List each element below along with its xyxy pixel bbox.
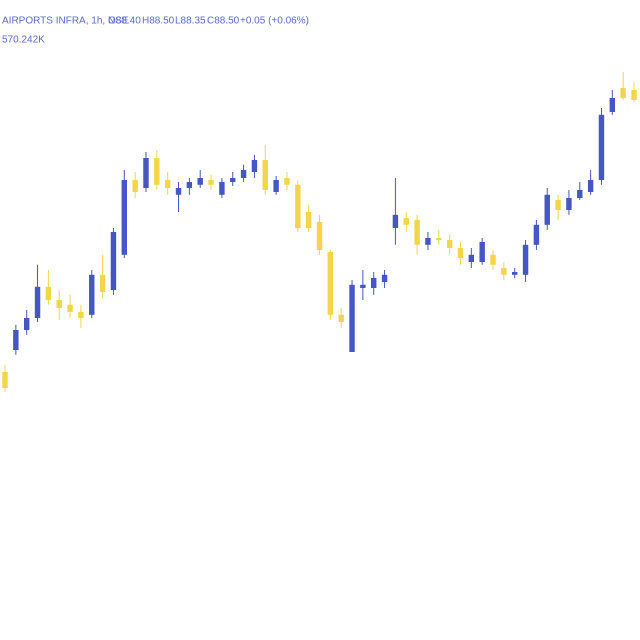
candle-body (414, 220, 420, 245)
candle-body (45, 286, 52, 300)
candle-body (587, 180, 594, 192)
candle-body (533, 224, 540, 245)
candle-body (67, 304, 73, 312)
candle-body (327, 252, 334, 315)
candle-body (381, 274, 388, 282)
legend-open: O88.40 (108, 16, 141, 27)
candle-body (132, 180, 138, 192)
candle-body (121, 180, 128, 255)
candle-body (110, 232, 117, 290)
candle-body (219, 182, 225, 195)
candle-body (360, 284, 366, 288)
candle-body (544, 194, 550, 225)
candle-body (78, 312, 84, 318)
candle-body (631, 90, 637, 100)
candle-body (251, 160, 258, 172)
candle-body (479, 242, 485, 262)
candle-body (577, 190, 583, 198)
legend-low: L88.35 (175, 16, 206, 27)
candle-body (305, 212, 312, 228)
candle-body (457, 248, 464, 258)
candle-body (609, 98, 616, 112)
candle-body (89, 274, 95, 315)
candle-body (164, 180, 171, 188)
candle-body (436, 238, 442, 240)
candle-body (230, 178, 236, 182)
chart-title: AIRPORTS INFRA, 1h, NSE (2, 16, 129, 27)
candle-body (403, 218, 409, 225)
candle-body (197, 178, 203, 185)
candle-body (175, 188, 182, 195)
candle-body (566, 198, 572, 210)
volume-label: 570.242K (2, 35, 45, 46)
legend-close: C88.50 (207, 16, 240, 27)
candle-body (392, 214, 399, 228)
candle-body (501, 268, 507, 275)
candle-body (349, 284, 355, 352)
candle-body (598, 114, 605, 180)
candle-body (522, 244, 529, 275)
candle-body (425, 238, 431, 245)
candle-body (273, 180, 279, 192)
candle-body (240, 170, 247, 178)
candle-body (23, 318, 30, 330)
candle-body (154, 158, 160, 185)
candle-body (338, 314, 344, 322)
candle-body (34, 286, 41, 318)
legend-change: +0.05 (+0.06%) (240, 16, 309, 27)
candle-body (468, 254, 475, 262)
candle-body (99, 274, 106, 292)
candle-body (143, 158, 149, 188)
candle-body (555, 200, 561, 210)
candle-body (620, 88, 626, 98)
candle-body (511, 272, 518, 275)
candle-body (316, 222, 323, 250)
candle-body (371, 278, 377, 288)
candle-body (2, 372, 8, 388)
candle-body (13, 330, 19, 350)
candle-body (295, 184, 301, 228)
candle-body (284, 178, 290, 185)
candle-body (208, 180, 214, 185)
candle-body (446, 240, 453, 248)
legend-high: H88.50 (142, 16, 175, 27)
candle-body (56, 300, 62, 308)
candle-body (186, 182, 193, 188)
candle-body (262, 160, 268, 190)
header: AIRPORTS INFRA, 1h, NSE O88.40 H88.50 L8… (2, 16, 309, 46)
candle-body (490, 254, 496, 265)
